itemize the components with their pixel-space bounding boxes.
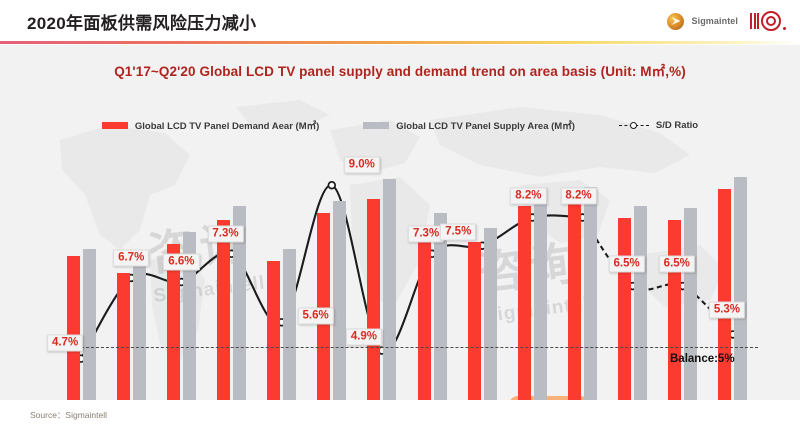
- bar-group: [109, 153, 153, 400]
- supply-bar: [233, 205, 246, 400]
- legend-label-sd-ratio: S/D Ratio: [655, 119, 699, 131]
- bar-group: [460, 153, 504, 400]
- plot-area: 6.1% on unit base Balance:5% 4.7% 6.7% 6.6%…: [46, 153, 758, 400]
- supply-bar: [333, 201, 347, 400]
- source-note: Source：Sigmaintell: [30, 410, 108, 420]
- bar-group: [210, 153, 254, 400]
- logo-dot-icon: [783, 27, 786, 30]
- sd-ratio-value-label: 4.9%: [345, 328, 383, 346]
- bar-group: [410, 153, 454, 400]
- sd-ratio-value-label: 8.2%: [510, 187, 547, 205]
- supply-bar: [283, 249, 297, 400]
- demand-bar: [66, 256, 80, 400]
- demand-bar: [367, 198, 381, 400]
- sd-ratio-value-label: 4.7%: [46, 334, 84, 352]
- sd-ratio-value-label: 5.6%: [297, 307, 334, 325]
- sd-ratio-value-label: 5.3%: [708, 301, 746, 319]
- legend-swatch-supply-icon: [363, 121, 390, 129]
- legend-label-demand: Global LCD TV Panel Demand Aear (M㎡): [134, 121, 320, 132]
- demand-bar: [517, 205, 531, 400]
- header-divider: [0, 41, 800, 44]
- demand-bar: [166, 244, 180, 400]
- sd-ratio-value-label: 7.3%: [207, 225, 244, 243]
- legend-item-sd-ratio: S/D Ratio: [618, 119, 699, 131]
- supply-bar: [182, 232, 196, 400]
- demand-bar: [568, 203, 581, 400]
- legend-label-supply: Global LCD TV Panel Supply Area (M㎡): [396, 121, 575, 132]
- sd-ratio-value-label: 6.6%: [163, 253, 200, 271]
- demand-bar: [618, 217, 632, 400]
- bar-group: [310, 153, 354, 400]
- legend-item-demand: Global LCD TV Panel Demand Aear (M㎡): [101, 118, 320, 132]
- chart-title: Q1'17~Q2'20 Global LCD TV panel supply a…: [114, 64, 686, 79]
- sd-ratio-point: [327, 181, 337, 190]
- sd-ratio-value-label: 6.7%: [113, 249, 150, 267]
- slide-footer: Source：Sigmaintell: [0, 400, 800, 432]
- balance-label: Balance:5%: [670, 352, 735, 365]
- logo-bars-icon: [750, 13, 759, 29]
- sd-ratio-value-label: 6.5%: [658, 255, 695, 273]
- bar-group: [159, 153, 203, 400]
- demand-bar: [668, 220, 682, 400]
- demand-bar: [116, 273, 130, 400]
- demand-bar: [217, 220, 230, 400]
- legend-item-supply: Global LCD TV Panel Supply Area (M㎡): [363, 118, 575, 132]
- logo-text: Sigmaintel: [691, 16, 738, 26]
- supply-bar: [433, 213, 447, 400]
- sd-ratio-value-label: 7.5%: [440, 223, 477, 241]
- demand-bar: [718, 189, 732, 400]
- sd-ratio-value-label: 9.0%: [343, 156, 380, 174]
- supply-bar: [483, 227, 497, 400]
- bar-group: [360, 153, 404, 400]
- supply-bar: [383, 179, 397, 400]
- bar-group: [260, 153, 304, 400]
- legend-line-marker-icon: [618, 121, 649, 130]
- demand-bar: [267, 261, 281, 400]
- unit-base-callout: 6.1% on unit base: [509, 396, 589, 400]
- supply-bar: [734, 177, 748, 400]
- supply-bar: [82, 249, 96, 400]
- bar-group: [611, 153, 655, 400]
- demand-bar: [417, 227, 431, 400]
- sd-ratio-value-label: 8.2%: [560, 187, 597, 205]
- chart-container: 咨询 Sigmaintell 咨询 Sigmaintell Q1'17~Q2'2…: [0, 45, 800, 400]
- logo-rings-icon: [761, 11, 781, 31]
- brand-logo: Sigmaintel: [667, 9, 786, 33]
- supply-bar: [584, 186, 597, 400]
- slide-header: 2020年面板供需风险压力减小 Sigmaintel: [0, 0, 800, 44]
- bar-group: [59, 153, 103, 400]
- legend-swatch-demand-icon: [101, 121, 128, 129]
- chart-legend: Global LCD TV Panel Demand Aear (M㎡) Glo…: [0, 118, 800, 132]
- supply-bar: [634, 205, 648, 400]
- supply-bar: [132, 263, 146, 400]
- sd-ratio-value-label: 7.3%: [407, 225, 445, 243]
- sd-ratio-value-label: 6.5%: [608, 255, 645, 273]
- demand-bar: [317, 213, 331, 400]
- supply-bar: [533, 189, 547, 400]
- balance-line: [56, 346, 758, 348]
- demand-bar: [467, 241, 481, 400]
- page-title: 2020年面板供需风险压力减小: [27, 14, 257, 33]
- sigmaintell-mark-icon: [667, 12, 685, 30]
- supply-bar: [684, 208, 698, 400]
- sigmaintell-cn-logo-icon: [750, 11, 786, 31]
